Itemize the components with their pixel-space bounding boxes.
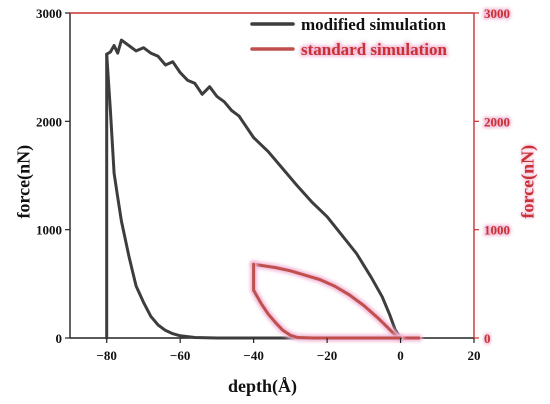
series-line <box>107 40 419 338</box>
y-tick-label-left: 3000 <box>36 6 62 21</box>
x-tick-label: −80 <box>97 348 117 363</box>
y-axis-label-right: force(nN) <box>518 159 539 219</box>
legend-label: standard simulation <box>301 40 447 59</box>
x-axis-label: depth(Å) <box>228 376 297 397</box>
x-tick-label: −20 <box>317 348 337 363</box>
x-tick-label: −40 <box>243 348 263 363</box>
x-tick-label: 0 <box>397 348 404 363</box>
y-tick-label-right: 2000 <box>484 114 510 129</box>
y-tick-label-right: 0 <box>484 331 491 346</box>
x-tick-label: 20 <box>468 348 481 363</box>
y-tick-label-right: 1000 <box>484 223 510 238</box>
x-tick-label: −60 <box>170 348 190 363</box>
y-tick-label-left: 2000 <box>36 114 62 129</box>
y-tick-label-left: 0 <box>56 331 63 346</box>
legend-label: modified simulation <box>301 15 447 34</box>
y-axis-label-left: force(nN) <box>14 159 35 219</box>
y-tick-label-right: 3000 <box>484 6 510 21</box>
series-line-glow <box>254 264 401 338</box>
y-tick-label-left: 1000 <box>36 223 62 238</box>
